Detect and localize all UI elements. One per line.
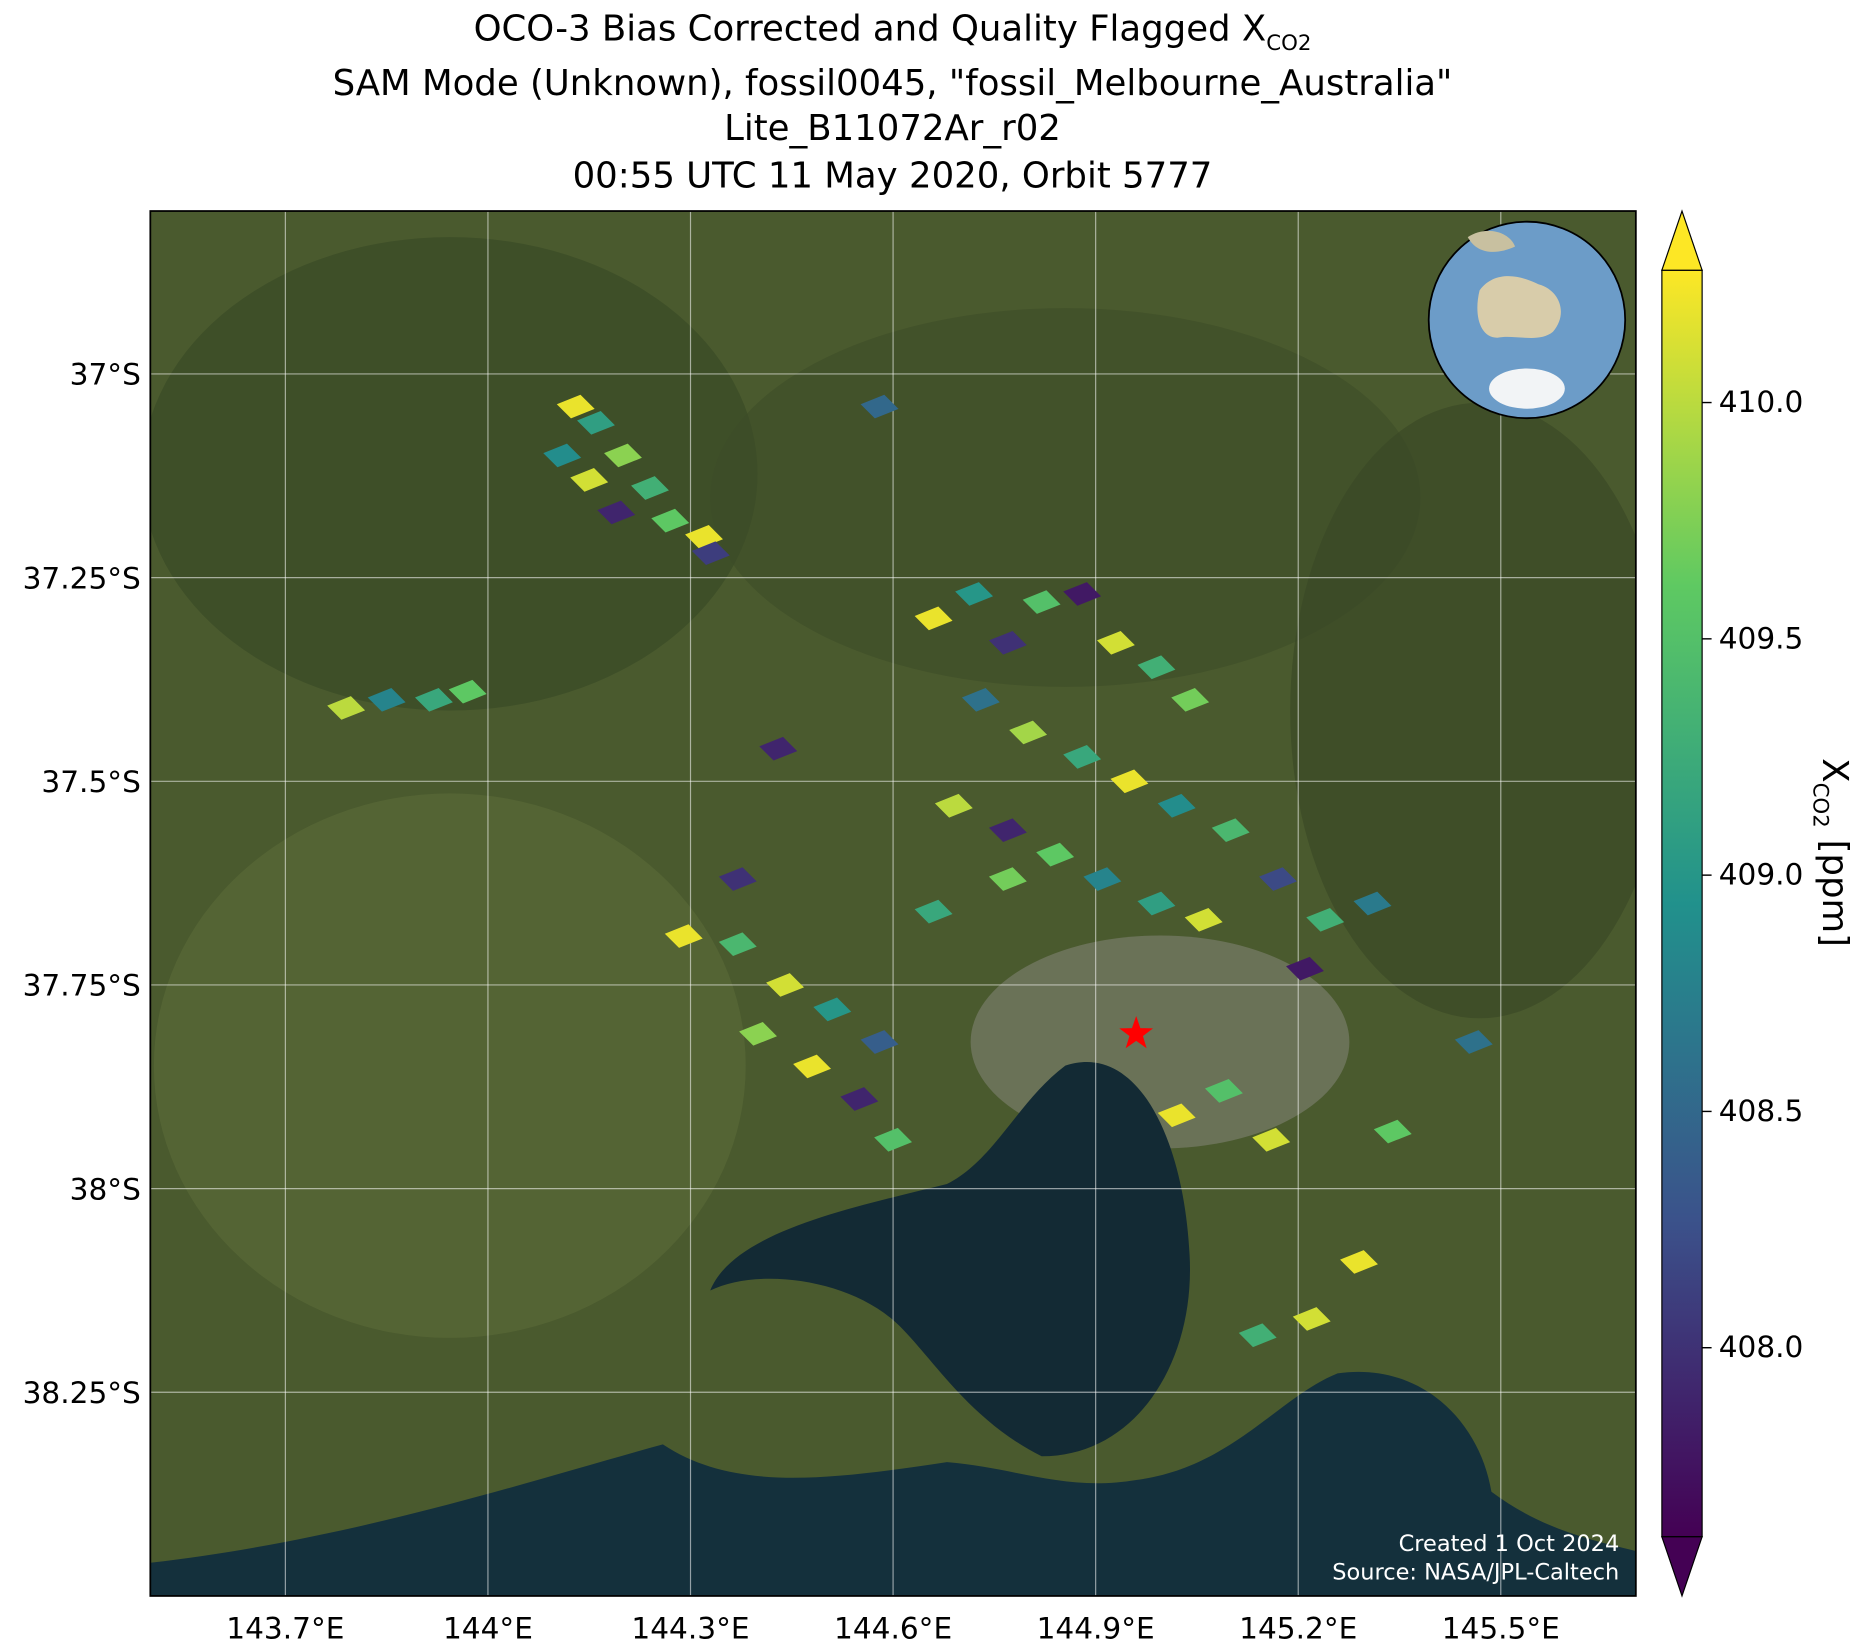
sounding-cell [1454,1030,1493,1054]
sounding-cell [860,1030,899,1054]
sounding-cell [1211,818,1250,843]
sounding-cell [840,1087,879,1111]
sounding-cell [914,606,953,631]
sounding-cell [691,541,730,566]
sounding-cell [988,630,1027,655]
sounding-cell [448,679,487,704]
sounding-cell [1292,1307,1331,1331]
y-tick-label: 37.75°S [23,969,141,1003]
sounding-cell [414,687,453,712]
sounding-cell [367,687,406,712]
y-tick-label: 37°S [70,358,141,392]
sounding-cell [1184,907,1223,932]
sounding-cell [793,1054,831,1079]
sounding-cell [1096,630,1135,655]
sounding-cell [651,508,690,533]
x-tick-label: 145.5°E [1442,1612,1560,1646]
colorbar-tick-label: 410.0 [1719,385,1804,419]
sounding-cell [1157,1103,1196,1128]
sounding-cell [597,500,636,525]
y-tick-label: 37.25°S [23,561,141,595]
sounding-cell [1205,1079,1243,1103]
sounding-cell [961,687,1000,712]
sounding-cell [934,793,973,818]
sounding-cell [813,997,852,1022]
x-tick-label: 145.2°E [1239,1612,1357,1646]
annotation-source: Source: NASA/JPL-Caltech [1332,1559,1619,1585]
sounding-cell [604,443,642,468]
sounding-cell [718,867,757,891]
grid [150,211,1636,1596]
title-line3: Lite_B11072Ar_r02 [724,108,1061,149]
sounding-cell [1157,793,1196,818]
x-tick-label: 144.3°E [631,1612,749,1646]
sounding-cell [1137,655,1176,680]
x-tick-label: 144.6°E [834,1612,952,1646]
sounding-cell [759,736,798,761]
sounding-cell [1063,745,1102,769]
sounding-cell [1286,956,1324,981]
sounding-cell [988,818,1027,843]
x-tick-label: 144.9°E [1037,1612,1155,1646]
colorbar-tick-label: 408.0 [1719,1330,1804,1364]
sounding-cell [1022,590,1061,614]
colorbar: 408.0 408.5 409.0 409.5 410.0 [1661,209,1804,1598]
sounding-cell [1137,891,1176,916]
sounding-cell [1373,1119,1412,1144]
x-tick-label: 143.7°E [226,1612,344,1646]
basemap [150,211,1636,1596]
sounding-cell [914,899,953,924]
sounding-cell [570,468,609,492]
title-line1: OCO-3 Bias Corrected and Quality Flagged… [474,9,1312,56]
sounding-cell [766,973,804,997]
sounding-cell [1238,1323,1277,1348]
sounding-cell [955,582,994,606]
sounding-cell [1340,1250,1378,1274]
sounding-cell [1353,891,1392,916]
y-tick-label: 37.5°S [41,765,140,799]
sounding-cell [988,867,1027,891]
sounding-cell [1036,842,1075,867]
x-tick-label: 144°E [443,1612,533,1646]
sounding-cell [1009,720,1048,745]
sounding-cell [631,476,669,500]
sounding-cell [1252,1127,1291,1152]
colorbar-tick-label: 408.5 [1719,1094,1804,1128]
soundings [327,394,1493,1348]
colorbar-label: XCO2[ppm] [1807,758,1854,947]
sounding-cell [1110,769,1149,794]
sounding-cell [577,411,615,435]
annotation-created: Created 1 Oct 2024 [1399,1531,1620,1557]
sounding-cell [1083,867,1122,891]
title-line2: SAM Mode (Unknown), fossil0045, "fossil_… [333,63,1453,104]
sounding-cell [664,924,703,948]
title-line4: 00:55 UTC 11 May 2020, Orbit 5777 [573,155,1213,196]
map-frame [149,210,1637,1597]
sounding-cell [860,394,899,419]
colorbar-extend-max [1661,209,1703,271]
target-star [1119,1016,1154,1049]
sounding-cell [1171,687,1210,712]
colorbar-tick-label: 409.0 [1719,858,1804,892]
sounding-cell [739,1021,777,1046]
sounding-cell [556,394,595,419]
y-tick-label: 38.25°S [23,1376,141,1410]
sounding-cell [327,696,366,720]
sounding-cell [1306,907,1345,932]
colorbar-tick-label: 409.5 [1719,621,1804,655]
colorbar-ramp [1661,269,1703,1538]
sounding-cell [1259,867,1297,891]
sounding-cell [543,443,582,468]
sounding-cell [874,1127,913,1152]
sounding-cell [1063,582,1102,606]
sounding-cell [718,932,757,957]
globe-inset [1427,220,1627,420]
y-tick-label: 38°S [70,1172,141,1206]
colorbar-extend-min [1661,1536,1703,1598]
